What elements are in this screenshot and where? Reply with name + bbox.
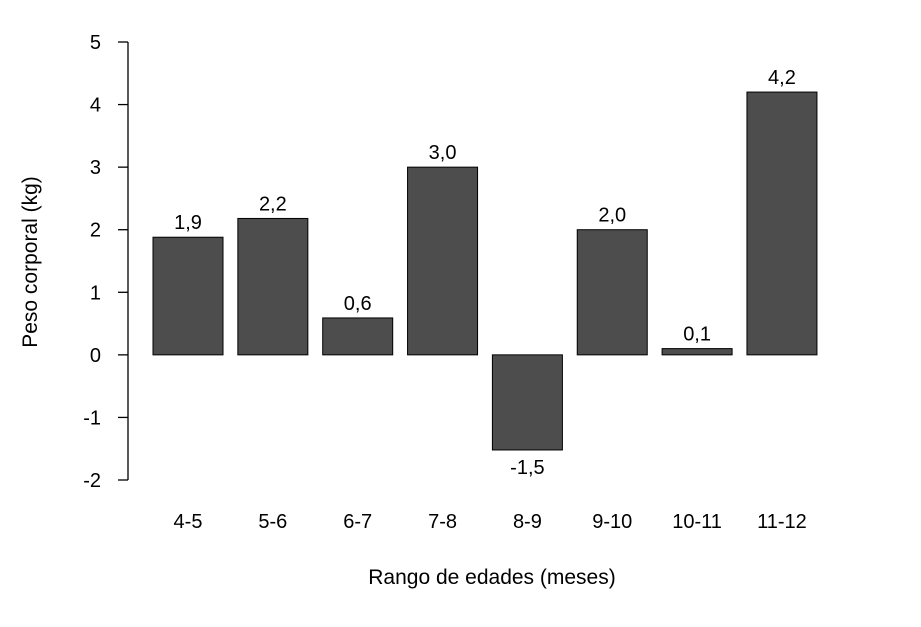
bar-6-7 <box>322 317 394 356</box>
x-tick-label: 7-8 <box>428 511 457 533</box>
y-tick-label: 0 <box>90 345 101 367</box>
bar-8-9 <box>491 354 563 451</box>
x-tick-label: 8-9 <box>513 511 542 533</box>
bar-10-11 <box>661 348 733 356</box>
y-tick-label: 4 <box>90 95 101 117</box>
bar-11-12 <box>746 91 818 356</box>
y-tick-label: -1 <box>83 407 101 429</box>
data-label: 2,2 <box>259 193 287 215</box>
x-tick-label: 6-7 <box>343 511 372 533</box>
data-label: -1,5 <box>510 457 544 479</box>
bars-group: 1,9 2,2 0,6 3,0 -1,5 2,0 0,1 4,2 <box>152 67 818 479</box>
y-tick-label: 5 <box>90 32 101 54</box>
x-tick-label: 5-6 <box>258 511 287 533</box>
data-label: 0,1 <box>683 324 711 346</box>
x-tick-label: 11-12 <box>757 511 807 533</box>
y-tick-label: -2 <box>83 470 101 492</box>
y-tick-label: 3 <box>90 157 101 179</box>
x-tick-label: 9-10 <box>592 511 632 533</box>
y-tick-label: 2 <box>90 220 101 242</box>
bar-9-10 <box>576 229 648 356</box>
x-tick-labels: 4-5 5-6 6-7 7-8 8-9 9-10 10-11 11-12 <box>174 511 807 533</box>
data-label: 0,6 <box>344 293 372 315</box>
y-axis-title: Peso corporal (kg) <box>19 176 42 348</box>
y-tick-label: 1 <box>90 282 101 304</box>
data-label: 1,9 <box>174 212 202 234</box>
y-axis: -2 -1 0 1 2 3 4 5 <box>83 32 129 492</box>
data-label: 4,2 <box>768 67 796 89</box>
x-tick-label: 10-11 <box>672 511 722 533</box>
bar-4-5 <box>152 236 224 356</box>
x-axis-title: Rango de edades (meses) <box>368 566 615 589</box>
bar-7-8 <box>407 166 479 356</box>
bar-5-6 <box>237 217 309 356</box>
x-tick-label: 4-5 <box>174 511 203 533</box>
data-label: 3,0 <box>429 142 457 164</box>
data-label: 2,0 <box>598 205 626 227</box>
